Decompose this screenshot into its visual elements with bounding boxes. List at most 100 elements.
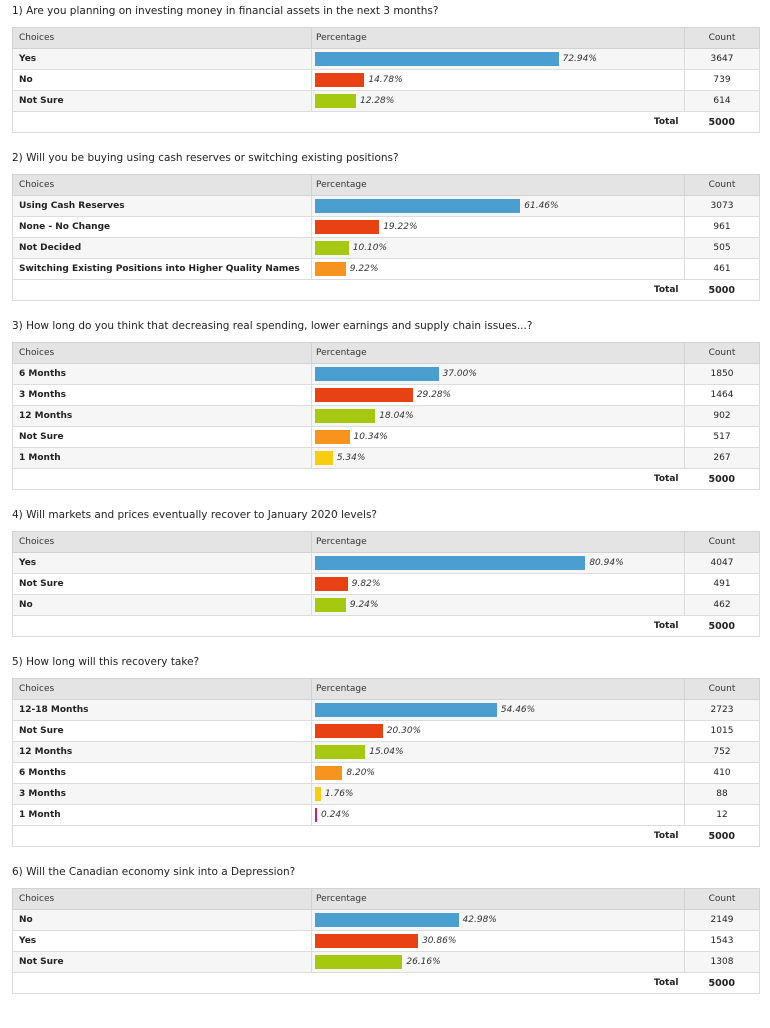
percentage-cell: 8.20% [311,762,685,784]
total-label: Total [311,972,685,994]
percentage-label: 0.24% [321,810,350,820]
count-value: 3073 [684,195,760,217]
count-value: 410 [684,762,760,784]
percentage-bar [315,52,559,66]
choice-label: Not Sure [12,573,312,595]
count-value: 614 [684,90,760,112]
count-value: 517 [684,426,760,448]
percentage-cell: 42.98% [311,909,685,931]
table-row: Not Sure 10.34% 517 [12,426,760,448]
total-label: Total [311,615,685,637]
percentage-label: 10.10% [352,243,388,253]
total-spacer [12,468,312,490]
percentage-label: 5.34% [336,453,366,463]
count-value: 902 [684,405,760,427]
total-count: 5000 [684,825,760,847]
table-row: Using Cash Reserves 61.46% 3073 [12,195,760,217]
count-value: 1543 [684,930,760,952]
count-value: 3647 [684,48,760,70]
percentage-bar [315,808,317,822]
percentage-bar [315,430,350,444]
percentage-cell: 9.24% [311,594,685,616]
percentage-label: 1.76% [324,789,354,799]
percentage-label: 30.86% [422,936,457,946]
percentage-bar [315,724,383,738]
count-column-header: Count [684,531,760,553]
count-value: 961 [684,216,760,238]
percentage-bar [315,367,439,381]
percentage-cell: 9.22% [311,258,685,280]
results-table: Choices Percentage Count 12-18 Months 54.46%… [12,678,760,847]
table-row: Not Decided 10.10% 505 [12,237,760,259]
table-row: Not Sure 26.16% 1308 [12,951,760,973]
choices-column-header: Choices [12,174,312,196]
percentage-bar [315,934,419,948]
choice-label: Yes [12,930,312,952]
count-value: 267 [684,447,760,469]
results-table: Choices Percentage Count No 42.98% 2149 Yes 30.… [12,888,760,994]
table-header-row: Choices Percentage Count [12,531,760,553]
table-row: 6 Months 8.20% 410 [12,762,760,784]
percentage-bar [315,94,356,108]
choices-column-header: Choices [12,678,312,700]
percentage-bar [315,451,333,465]
count-value: 461 [684,258,760,280]
choice-label: 3 Months [12,783,312,805]
count-column-header: Count [684,888,760,910]
table-header-row: Choices Percentage Count [12,174,760,196]
question-block: 6) Will the Canadian economy sink into a… [0,865,770,994]
choice-label: No [12,594,312,616]
count-value: 491 [684,573,760,595]
percentage-label: 26.16% [406,957,441,967]
question-block: 2) Will you be buying using cash reserve… [0,151,770,301]
percentage-label: 19.22% [383,222,418,232]
table-row: Not Sure 9.82% 491 [12,573,760,595]
choice-label: 3 Months [12,384,312,406]
percentage-bar [315,409,376,423]
percentage-cell: 0.24% [311,804,685,826]
percentage-cell: 37.00% [311,363,685,385]
percentage-cell: 54.46% [311,699,685,721]
percentage-bar [315,73,365,87]
table-row: 3 Months 29.28% 1464 [12,384,760,406]
count-value: 739 [684,69,760,91]
percentage-label: 9.82% [351,579,381,589]
table-row: 12-18 Months 54.46% 2723 [12,699,760,721]
question-title: 2) Will you be buying using cash reserve… [12,152,399,164]
choice-label: 1 Month [12,447,312,469]
percentage-cell: 12.28% [311,90,685,112]
total-row: Total 5000 [12,468,760,490]
total-row: Total 5000 [12,615,760,637]
choice-label: Not Sure [12,90,312,112]
count-value: 2149 [684,909,760,931]
total-row: Total 5000 [12,972,760,994]
table-header-row: Choices Percentage Count [12,888,760,910]
total-spacer [12,111,312,133]
choice-label: Not Sure [12,951,312,973]
percentage-cell: 10.34% [311,426,685,448]
results-table: Choices Percentage Count Using Cash Reserve… [12,174,760,301]
results-table: Choices Percentage Count Yes 80.94% 4047 Not S… [12,531,760,637]
percentage-label: 72.94% [562,54,597,64]
choices-column-header: Choices [12,531,312,553]
choices-column-header: Choices [12,342,312,364]
percentage-cell: 80.94% [311,552,685,574]
count-column-header: Count [684,678,760,700]
percentage-label: 14.78% [368,75,403,85]
count-value: 88 [684,783,760,805]
total-count: 5000 [684,111,760,133]
choice-label: 1 Month [12,804,312,826]
percentage-bar [315,199,521,213]
percentage-cell: 29.28% [311,384,685,406]
count-value: 4047 [684,552,760,574]
question-title: 5) How long will this recovery take? [12,656,200,668]
percentage-bar [315,577,348,591]
count-value: 12 [684,804,760,826]
choice-label: Yes [12,48,312,70]
question-title: 1) Are you planning on investing money i… [12,5,439,17]
percentage-label: 8.20% [346,768,375,778]
count-column-header: Count [684,27,760,49]
question-title: 3) How long do you think that decreasing… [12,320,533,332]
percentage-cell: 19.22% [311,216,685,238]
total-count: 5000 [684,972,760,994]
